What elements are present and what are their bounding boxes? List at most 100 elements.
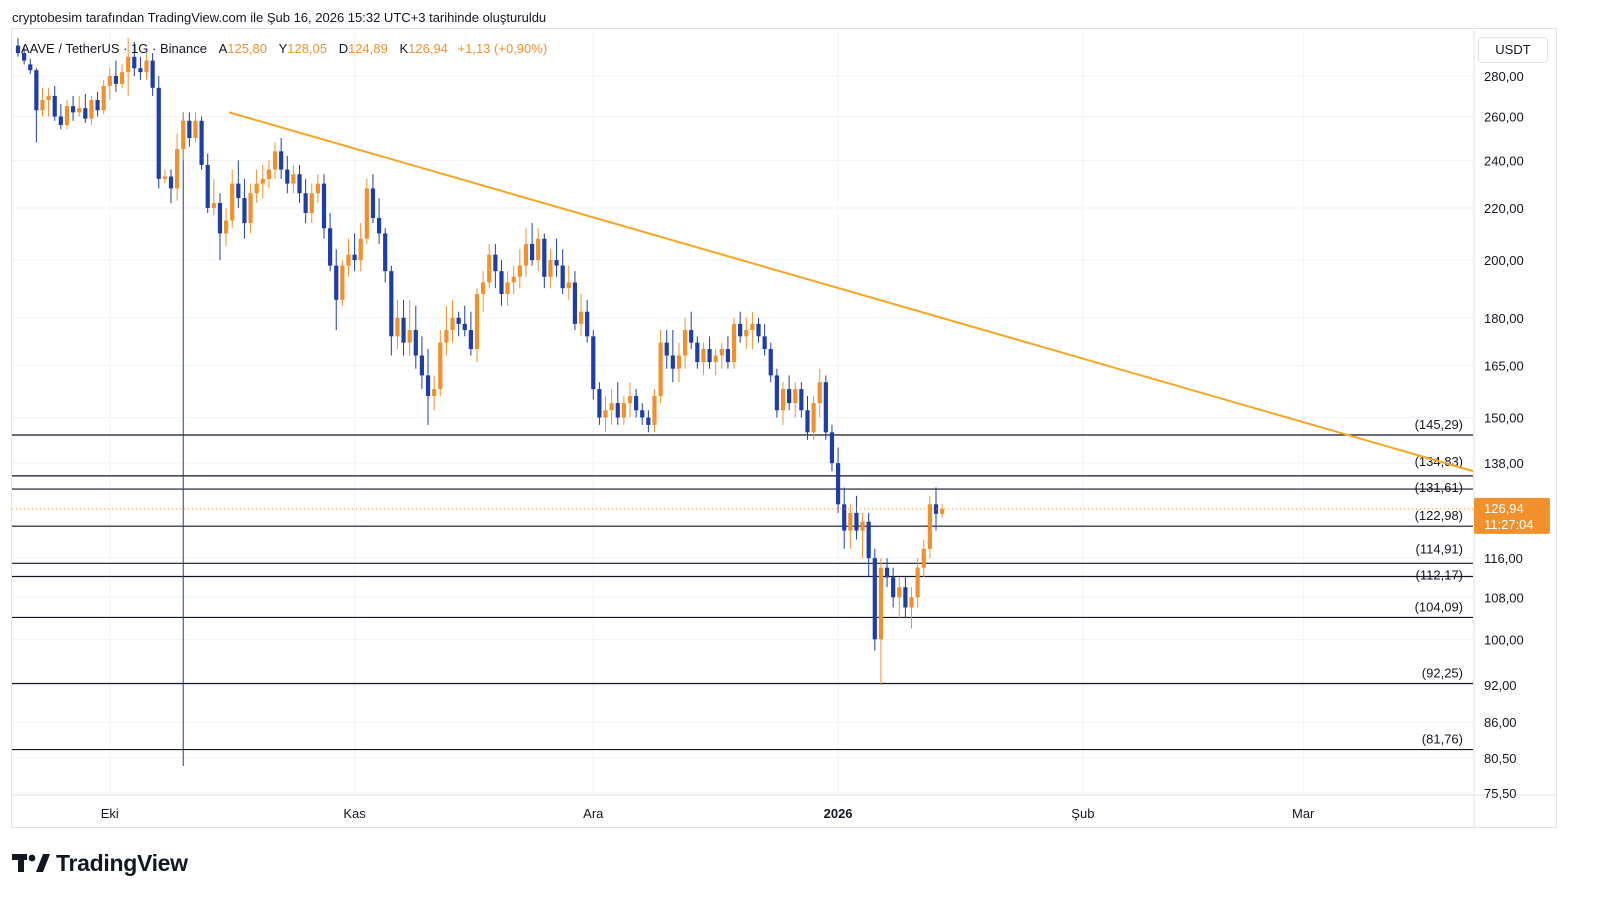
candle-body: [474, 293, 480, 350]
candle: [505, 271, 510, 306]
candle: [358, 223, 363, 272]
time-tick-label: Mar: [1292, 806, 1315, 821]
candle-body: [40, 99, 45, 111]
symbol-name[interactable]: AAVE / TetherUS · 1G · Binance: [21, 41, 207, 56]
candle: [921, 539, 926, 578]
candle: [113, 60, 119, 92]
candle-body: [499, 271, 504, 294]
candle-body: [860, 521, 865, 531]
price-tick-label: 150,00: [1484, 411, 1524, 426]
candle: [915, 558, 920, 608]
candle: [817, 368, 822, 418]
candle: [260, 164, 265, 199]
candle: [395, 299, 400, 350]
candle-body: [340, 265, 345, 300]
price-tick-label: 80,50: [1484, 751, 1517, 766]
trendline-layer: [228, 111, 1474, 473]
candle: [205, 153, 210, 213]
candle: [236, 160, 241, 208]
candle: [444, 305, 449, 356]
candle-body: [438, 342, 443, 390]
candle-body: [854, 512, 859, 531]
candle: [903, 577, 908, 618]
time-tick-label: Eki: [101, 806, 119, 821]
candle-body: [793, 389, 798, 404]
candle: [481, 271, 486, 312]
candle: [303, 178, 308, 224]
candle: [217, 193, 223, 261]
candle-body: [52, 95, 57, 117]
candle: [848, 504, 853, 549]
candle: [744, 317, 749, 350]
candle-body: [536, 238, 541, 261]
candle-body: [891, 577, 896, 598]
candle-body: [266, 169, 272, 179]
candle: [823, 375, 828, 440]
candle: [70, 95, 76, 121]
candle-body: [578, 311, 584, 324]
candle-body: [95, 99, 100, 111]
candle: [658, 330, 663, 404]
candle-body: [370, 188, 376, 218]
candle: [181, 112, 186, 161]
candle-body: [28, 64, 33, 71]
candle-body: [756, 323, 761, 337]
candle-body: [462, 323, 467, 331]
candle: [578, 293, 584, 337]
candle-body: [572, 282, 578, 324]
candle-body: [713, 355, 718, 363]
tradingview-brand[interactable]: TradingView: [12, 848, 188, 878]
candle: [793, 382, 798, 418]
candle-body: [376, 217, 382, 234]
candle-body: [358, 238, 363, 261]
candle-body: [205, 164, 210, 208]
candle-body: [432, 389, 437, 397]
candle: [487, 243, 492, 289]
candle: [689, 311, 694, 350]
candle: [707, 336, 712, 369]
candle-body: [321, 183, 327, 229]
chart-frame[interactable]: [11, 28, 1557, 828]
candle-body: [627, 396, 633, 404]
candle: [272, 142, 278, 179]
candle-body: [585, 311, 590, 337]
candle: [609, 389, 614, 425]
candle-body: [297, 174, 302, 194]
candle: [168, 169, 174, 204]
candle-body: [334, 265, 339, 300]
candle: [731, 317, 737, 369]
price-tick-label: 165,00: [1484, 358, 1524, 373]
symbol-legend[interactable]: AAVE / TetherUS · 1G · Binance A125,80 Y…: [21, 41, 547, 56]
candle-body: [187, 120, 192, 139]
price-tick-label: 240,00: [1484, 153, 1524, 168]
candle: [40, 87, 45, 117]
candle-body: [542, 238, 547, 277]
candle-body: [780, 389, 786, 411]
candle: [603, 396, 608, 433]
candle-body: [762, 336, 767, 350]
candle: [376, 198, 382, 244]
candle-body: [799, 389, 804, 411]
candle: [132, 41, 137, 76]
candle-body: [523, 243, 529, 266]
candle-body: [450, 317, 455, 331]
currency-button[interactable]: USDT: [1478, 37, 1548, 63]
candle: [432, 375, 437, 411]
candle: [499, 260, 504, 306]
change-value: +1,13 (+0,90%): [457, 41, 548, 56]
candle: [627, 382, 633, 418]
candle: [860, 512, 865, 559]
candle-body: [138, 68, 143, 73]
candle: [248, 183, 253, 234]
last-price-value: 126,94: [1484, 501, 1524, 516]
candle: [872, 548, 877, 651]
price-tick-label: 260,00: [1484, 110, 1524, 125]
candle: [407, 299, 412, 356]
price-tick-label: 280,00: [1484, 69, 1524, 84]
candle: [266, 160, 272, 189]
chart-caption: cryptobesim tarafından TradingView.com i…: [12, 10, 547, 25]
candle: [254, 169, 259, 204]
candle: [560, 249, 565, 294]
